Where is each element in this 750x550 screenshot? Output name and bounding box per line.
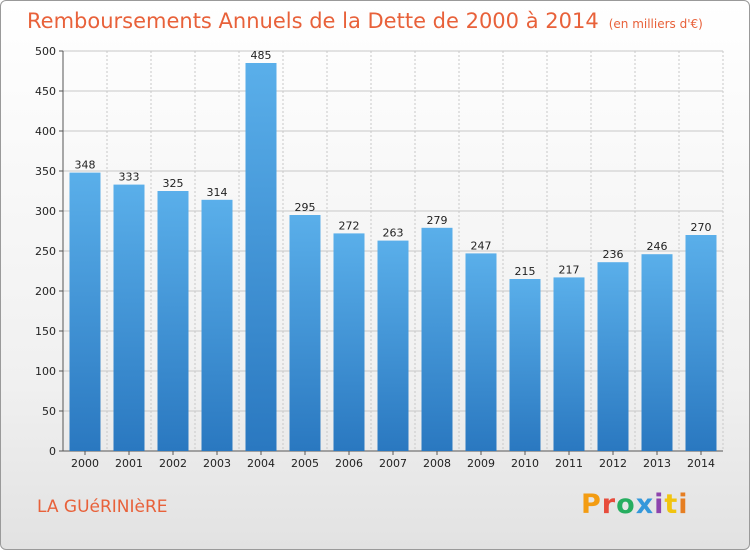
y-tick-label: 0 [49, 445, 56, 458]
x-tick-label: 2010 [511, 457, 539, 470]
y-tick-label: 100 [35, 365, 56, 378]
bars [69, 63, 717, 451]
logo-letter: t [664, 489, 679, 520]
bar [201, 199, 233, 451]
bar [465, 253, 497, 451]
x-tick-label: 2007 [379, 457, 407, 470]
x-tick-label: 2013 [643, 457, 671, 470]
x-tick-label: 2000 [71, 457, 99, 470]
chart-title-text: Remboursements Annuels de la Dette de 20… [27, 9, 599, 33]
bar-value-label: 263 [383, 227, 404, 240]
bar-value-label: 247 [471, 239, 492, 252]
y-tick-label: 500 [35, 45, 56, 58]
bar-value-label: 217 [559, 263, 580, 276]
x-tick-label: 2014 [687, 457, 715, 470]
bar [509, 279, 541, 451]
x-tick-label: 2005 [291, 457, 319, 470]
logo-letter: i [678, 489, 689, 520]
logo-letter: o [616, 489, 636, 520]
bar-value-label: 333 [119, 171, 140, 184]
labels: 0 50 100 150 200 250 300 350 400 450 500 348 2000 333… [35, 45, 715, 470]
y-tick-label: 450 [35, 85, 56, 98]
x-tick-label: 2012 [599, 457, 627, 470]
chart-title: Remboursements Annuels de la Dette de 20… [27, 9, 703, 33]
logo-letter: i [654, 489, 665, 520]
bar [597, 262, 629, 451]
x-tick-label: 2001 [115, 457, 143, 470]
bar-value-label: 279 [427, 214, 448, 227]
bar [421, 227, 453, 451]
bar-value-label: 272 [339, 219, 360, 232]
bar [245, 63, 277, 451]
bar-value-label: 236 [603, 248, 624, 261]
bar [333, 233, 365, 451]
x-tick-label: 2002 [159, 457, 187, 470]
bar [69, 172, 101, 451]
bar-value-label: 270 [691, 221, 712, 234]
bar-value-label: 246 [647, 240, 668, 253]
y-tick-label: 400 [35, 125, 56, 138]
bar-value-label: 295 [295, 201, 316, 214]
y-tick-label: 250 [35, 245, 56, 258]
x-tick-label: 2003 [203, 457, 231, 470]
bar-value-label: 348 [75, 159, 96, 172]
proxiti-logo: Proxiti [581, 489, 689, 520]
bar [553, 277, 585, 451]
bar-value-label: 485 [251, 49, 272, 62]
x-tick-label: 2011 [555, 457, 583, 470]
x-tick-label: 2006 [335, 457, 363, 470]
y-tick-label: 350 [35, 165, 56, 178]
y-tick-label: 50 [42, 405, 56, 418]
x-tick-label: 2004 [247, 457, 275, 470]
logo-letter: P [581, 489, 602, 520]
bar [289, 215, 321, 451]
bar-value-label: 215 [515, 265, 536, 278]
logo-letter: x [635, 489, 655, 520]
y-tick-label: 300 [35, 205, 56, 218]
y-tick-label: 150 [35, 325, 56, 338]
bar [377, 240, 409, 451]
x-tick-label: 2009 [467, 457, 495, 470]
bar [113, 184, 145, 451]
bar-value-label: 325 [163, 177, 184, 190]
logo-letter: r [601, 489, 617, 520]
commune-name: LA GUéRINIèRE [37, 497, 168, 517]
y-tick-label: 200 [35, 285, 56, 298]
bar [157, 191, 189, 451]
x-tick-label: 2008 [423, 457, 451, 470]
bar [685, 235, 717, 451]
chart-unit: (en milliers d'€) [608, 17, 703, 31]
bar [641, 254, 673, 451]
bar-value-label: 314 [207, 186, 228, 199]
